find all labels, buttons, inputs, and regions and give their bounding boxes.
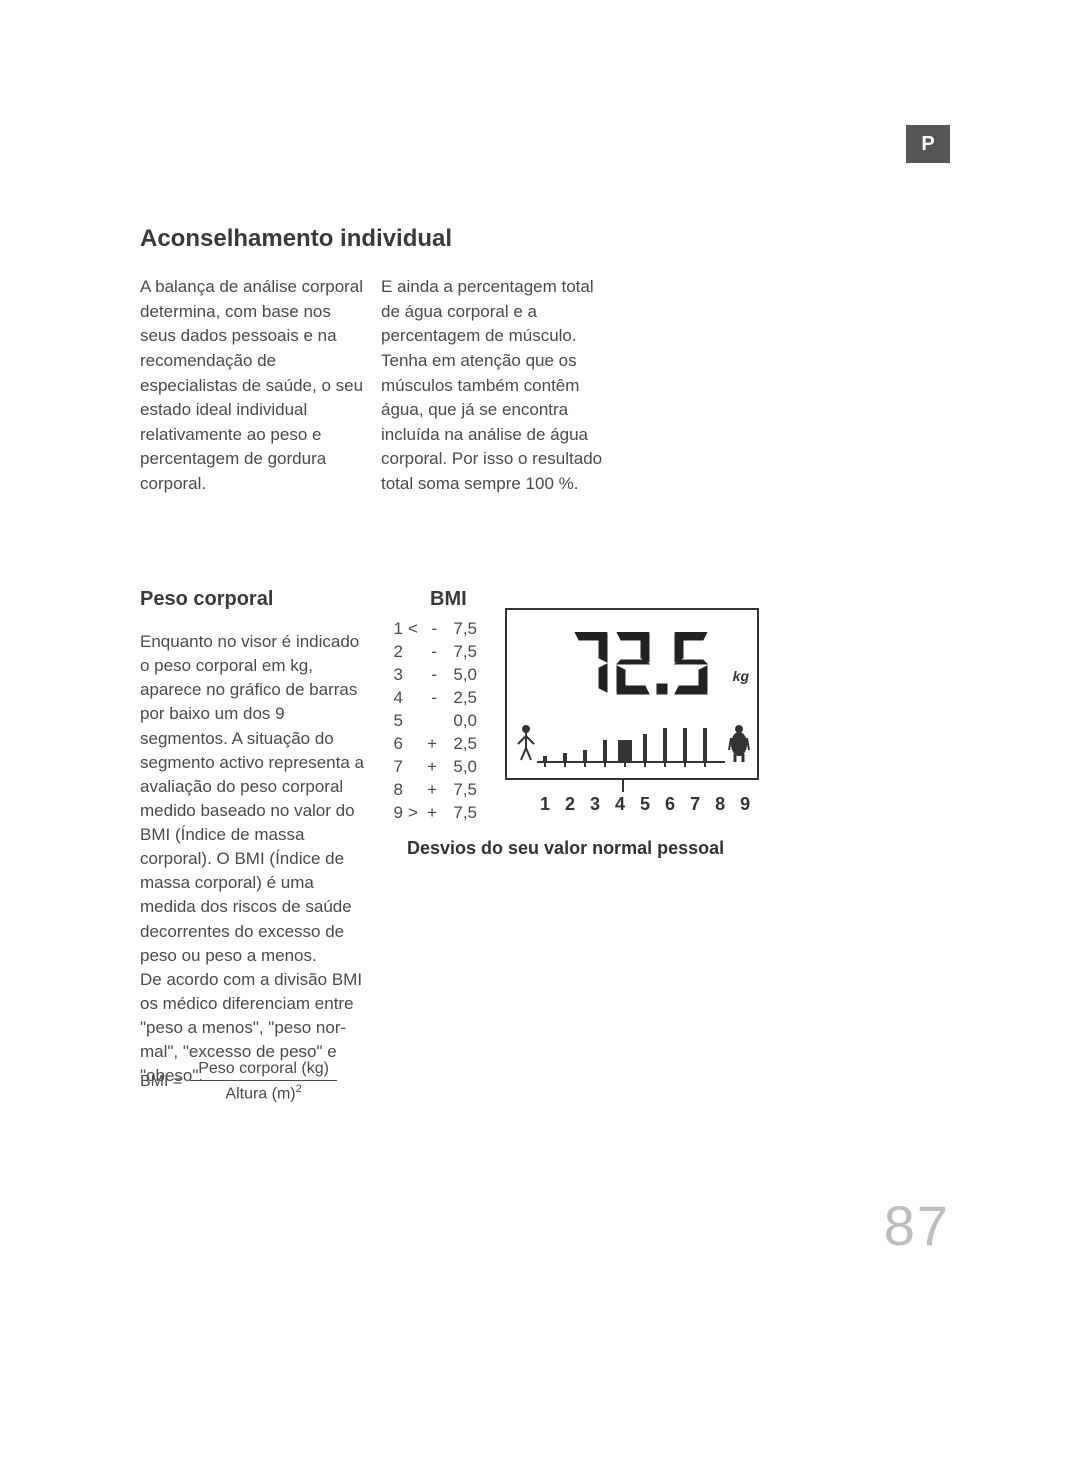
bmi-legend-row: 4-2,5 [381, 687, 477, 710]
bmi-legend-row: 6+2,5 [381, 733, 477, 756]
bar-graph [507, 718, 757, 778]
formula-den-exp: 2 [296, 1083, 302, 1095]
bmi-heading: BMI [430, 588, 467, 611]
bmi-legend-row: 7+5,0 [381, 756, 477, 779]
heavy-person-icon [729, 726, 749, 762]
scale-pointer [622, 778, 624, 792]
paragraph-body-1: Enquanto no visor é indicado o peso corp… [140, 632, 364, 965]
scale-display: kg [505, 608, 759, 780]
formula-denominator: Altura (m)2 [190, 1081, 337, 1103]
bmi-legend-row: 3-5,0 [381, 664, 477, 687]
deviation-caption: Desvios do seu valor normal pessoal [407, 838, 724, 859]
paragraph-body: Enquanto no visor é indicado o peso corp… [140, 630, 365, 1088]
weight-digits [573, 632, 713, 696]
bmi-legend-row: 2-7,5 [381, 641, 477, 664]
formula-numerator: Peso corporal (kg) [190, 1060, 337, 1081]
bmi-legend-row: 50,0 [381, 710, 477, 733]
weight-unit: kg [733, 668, 749, 684]
formula-den-base: Altura (m) [225, 1085, 295, 1102]
heading-main: Aconselhamento individual [140, 225, 452, 253]
formula-fraction: Peso corporal (kg) Altura (m)2 [190, 1060, 337, 1103]
page-number: 87 [884, 1193, 950, 1258]
bmi-legend-row: 1<-7,5 [381, 618, 477, 641]
bmi-legend-row: 8+7,5 [381, 779, 477, 802]
bmi-legend-table: 1<-7,52-7,53-5,04-2,550,06+2,57+5,08+7,5… [381, 618, 477, 824]
bmi-legend-row: 9>+7,5 [381, 802, 477, 825]
page: P Aconselhamento individual A balança de… [0, 0, 1080, 1468]
formula-lhs: BMI = [140, 1073, 182, 1091]
bmi-formula: BMI = Peso corporal (kg) Altura (m)2 [140, 1060, 337, 1103]
thin-person-icon [518, 726, 534, 760]
scale-numbers: 1 2 3 4 5 6 7 8 9 [540, 794, 755, 815]
language-tab: P [906, 125, 950, 163]
paragraph-intro-left: A balança de análise corporal determina,… [140, 275, 365, 497]
heading-section: Peso corporal [140, 588, 273, 611]
paragraph-intro-right: E ainda a percentagem total de água corp… [381, 275, 606, 497]
weight-readout [573, 632, 713, 696]
